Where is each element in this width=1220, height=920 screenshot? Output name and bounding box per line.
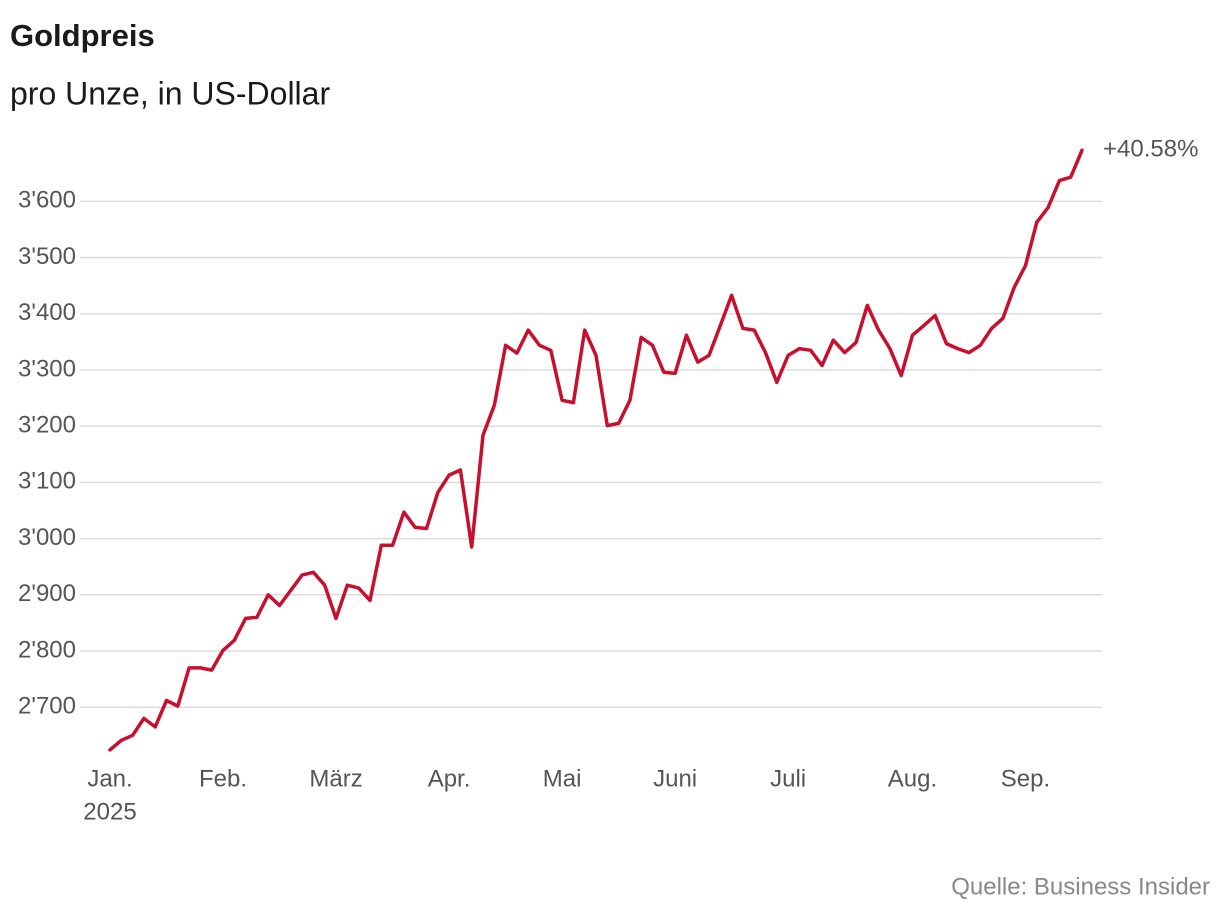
chart-title: Goldpreis: [10, 18, 155, 53]
x-tick-label: Jan.: [87, 765, 132, 792]
x-tick-label: Juni: [653, 765, 697, 792]
x-tick-label: März: [309, 765, 362, 792]
x-tick-label: Sep.: [1001, 765, 1050, 792]
x-tick-label: Aug.: [888, 765, 937, 792]
y-tick-label: 3'400: [18, 299, 76, 326]
y-tick-label: 2'800: [18, 636, 76, 663]
x-tick-label: Mai: [543, 765, 582, 792]
source: Quelle: Business Insider: [951, 873, 1210, 900]
y-tick-label: 3'600: [18, 187, 76, 214]
x-tick-label: Feb.: [199, 765, 247, 792]
x-tick-label: Juli: [770, 765, 806, 792]
x-tick-label: Apr.: [428, 765, 471, 792]
y-tick-label: 2'900: [18, 580, 76, 607]
y-tick-label: 3'300: [18, 355, 76, 382]
end-annotation: +40.58%: [1103, 136, 1198, 163]
y-tick-label: 3'000: [18, 524, 76, 551]
x-year-label: 2025: [83, 798, 136, 825]
y-tick-label: 3'200: [18, 412, 76, 439]
chart-subtitle: pro Unze, in US-Dollar: [10, 75, 330, 111]
y-tick-label: 3'500: [18, 243, 76, 270]
price-line: [108, 148, 1084, 752]
y-tick-label: 3'100: [18, 468, 76, 495]
y-tick-label: 2'700: [18, 693, 76, 720]
